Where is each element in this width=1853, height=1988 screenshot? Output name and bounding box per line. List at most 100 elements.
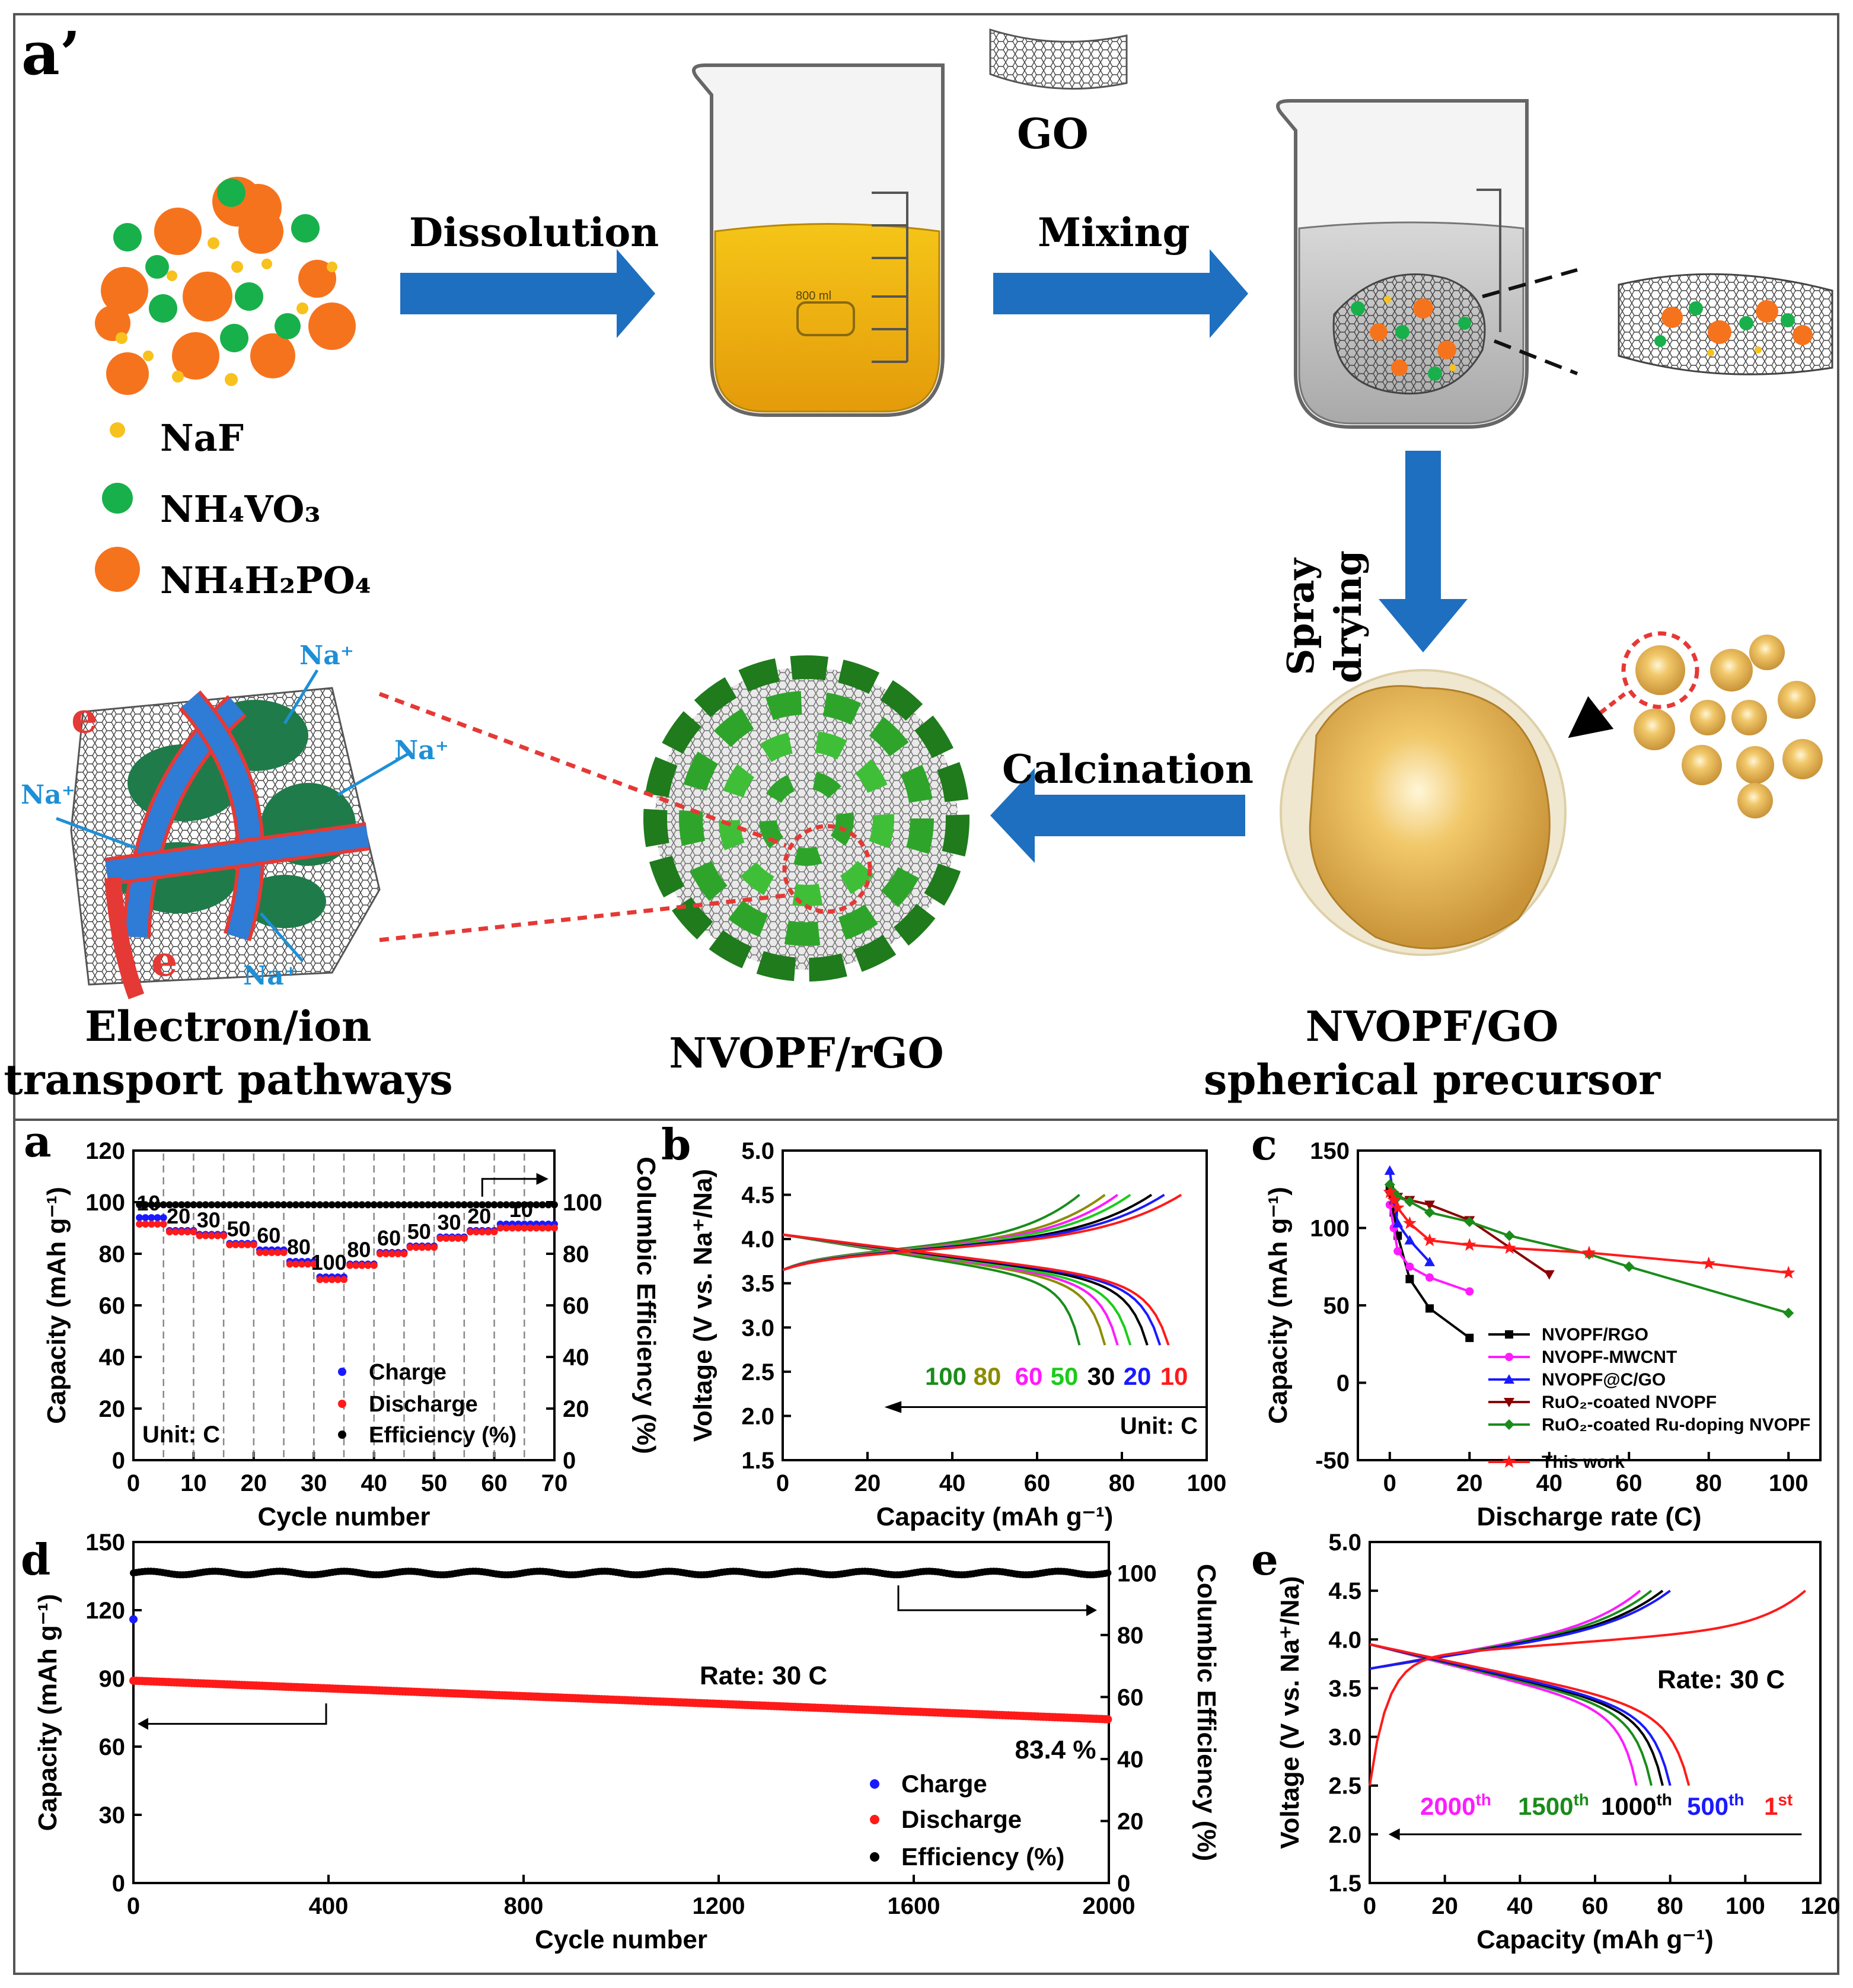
panel-label: c	[1251, 1119, 1277, 1170]
process-arrows	[400, 249, 1468, 863]
discharge-point	[148, 1220, 155, 1228]
discharge-point	[286, 1260, 294, 1268]
efficiency-point	[250, 1201, 257, 1209]
efficiency-point	[448, 1201, 456, 1209]
discharge-point	[142, 1220, 149, 1228]
discharge-point	[220, 1232, 228, 1240]
y2-tick-label: 20	[1117, 1808, 1144, 1834]
legend-marker	[338, 1400, 346, 1408]
chart-e: 0 20 40 60 80 100 120 1.5 2.0 2.5 3.0 3.5 4.0 4.5 5.0 C…	[1251, 1530, 1840, 1954]
y-tick-label: 2.0	[1328, 1822, 1361, 1848]
efficiency-point	[418, 1201, 426, 1209]
y-tick-label: 3.5	[1328, 1675, 1361, 1702]
marker-triangle	[1504, 1374, 1514, 1384]
efficiency-point	[220, 1201, 228, 1209]
panel-label: d	[21, 1534, 50, 1585]
x-tick-label: 0	[127, 1893, 140, 1919]
x-tick-label: 20	[1456, 1470, 1483, 1496]
y2-tick-label: 60	[563, 1293, 589, 1319]
precursor-caption-2: spherical precursor	[1204, 1055, 1661, 1104]
y-tick-label: 0	[112, 1871, 125, 1897]
y-tick-label: 80	[99, 1241, 126, 1267]
y-tick-label: 20	[99, 1396, 126, 1422]
divider	[13, 1119, 1839, 1121]
y2-tick-label: 60	[1117, 1684, 1144, 1710]
charge-point	[129, 1615, 138, 1624]
legend-label: Efficiency (%)	[369, 1423, 516, 1448]
cycle-number: 1000	[1601, 1792, 1656, 1820]
efficiency-point	[532, 1201, 540, 1209]
y-tick-label: 5.0	[1328, 1530, 1361, 1556]
y-tick-label: 100	[85, 1190, 125, 1216]
panel-label: e	[1251, 1534, 1278, 1585]
marker-triangle	[1404, 1235, 1415, 1245]
discharge-point	[442, 1234, 450, 1242]
x-tick-label: 80	[1695, 1470, 1722, 1496]
y-tick-label: 120	[85, 1138, 125, 1164]
calcination-label: Calcination	[1002, 746, 1254, 792]
y-tick-label: 100	[1310, 1216, 1350, 1242]
rate-label: 80	[347, 1237, 371, 1261]
cycle-legend-1000: 1000th	[1601, 1791, 1672, 1820]
discharge-point	[298, 1260, 305, 1268]
x-tick-label: 100	[1769, 1470, 1809, 1496]
efficiency-point	[425, 1201, 432, 1209]
cycle-order-arrowhead	[1388, 1828, 1400, 1840]
efficiency-point	[196, 1201, 203, 1209]
x-tick-label: 60	[1024, 1470, 1051, 1496]
rate-order-arrowhead	[884, 1401, 902, 1413]
zoom-lines-rgo	[378, 692, 787, 942]
discharge-point	[388, 1250, 396, 1257]
electron-label-2: e	[151, 936, 178, 986]
discharge-curve-80	[782, 1233, 1106, 1346]
capacity-axis-arrowhead	[138, 1718, 148, 1730]
legend-marker	[338, 1368, 346, 1376]
efficiency-point	[394, 1201, 402, 1209]
x-tick-label: 30	[301, 1470, 327, 1496]
transport-caption-2: transport pathways	[4, 1055, 452, 1104]
x-tick-label: 60	[481, 1470, 508, 1496]
efficiency-point	[509, 1201, 516, 1209]
discharge-point	[190, 1228, 197, 1236]
x-tick-label: 80	[1109, 1470, 1136, 1496]
discharge-point	[244, 1241, 251, 1248]
y2-tick-label: 20	[563, 1396, 589, 1422]
efficiency-axis-arrow	[481, 1178, 537, 1197]
x-tick-label: 120	[1801, 1893, 1841, 1919]
y-axis-label: Capacity (mAh g⁻¹)	[42, 1187, 71, 1424]
discharge-point	[196, 1232, 203, 1240]
charge-curve-1500	[1369, 1589, 1653, 1670]
marker-square	[1405, 1275, 1414, 1283]
y2-tick-label: 0	[563, 1448, 576, 1474]
charge-curve-500	[1369, 1589, 1671, 1670]
beaker-mixture	[1276, 99, 1529, 429]
x-axis-label: Cycle number	[258, 1502, 430, 1531]
y-axis-label: Voltage (V vs. Na⁺/Na)	[1275, 1576, 1305, 1849]
y-tick-label: 5.0	[741, 1138, 774, 1164]
marker-star	[1582, 1245, 1596, 1259]
x-tick-label: 20	[1431, 1893, 1458, 1919]
efficiency-axis-arrowhead	[1086, 1604, 1097, 1616]
legend-label: Charge	[901, 1770, 987, 1798]
discharge-point	[352, 1261, 360, 1269]
y-tick-label: 2.0	[741, 1403, 774, 1429]
discharge-point	[509, 1224, 516, 1232]
discharge-point	[521, 1224, 528, 1232]
discharge-curve-2000	[1369, 1643, 1638, 1786]
legend-label: RuO₂-coated Ru-doping NVOPF	[1542, 1415, 1810, 1435]
discharge-point	[527, 1224, 534, 1232]
na-ion-label-1: Na⁺	[299, 641, 354, 671]
y-tick-label: 3.0	[1328, 1725, 1361, 1751]
discharge-point	[448, 1234, 456, 1242]
rate-legend-10: 10	[1160, 1362, 1188, 1390]
efficiency-point	[538, 1201, 546, 1209]
legend-nh4vo3-label: NH₄VO₃	[160, 488, 321, 531]
charge-point	[148, 1214, 155, 1222]
efficiency-point	[502, 1201, 510, 1209]
cycle-suffix: th	[1475, 1791, 1491, 1809]
efficiency-point	[436, 1201, 444, 1209]
marker-star	[1423, 1233, 1437, 1247]
efficiency-point	[527, 1201, 534, 1209]
x-tick-label: 0	[776, 1470, 789, 1496]
figure-frame	[13, 13, 1839, 1975]
